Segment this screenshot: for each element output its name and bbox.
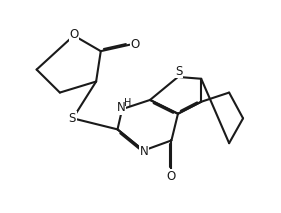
Text: S: S xyxy=(69,112,76,125)
Text: S: S xyxy=(175,65,182,78)
Text: N: N xyxy=(117,101,125,114)
Text: O: O xyxy=(69,29,78,42)
Text: O: O xyxy=(166,170,176,183)
Text: H: H xyxy=(124,98,131,108)
Text: N: N xyxy=(140,145,148,158)
Text: O: O xyxy=(131,38,140,51)
